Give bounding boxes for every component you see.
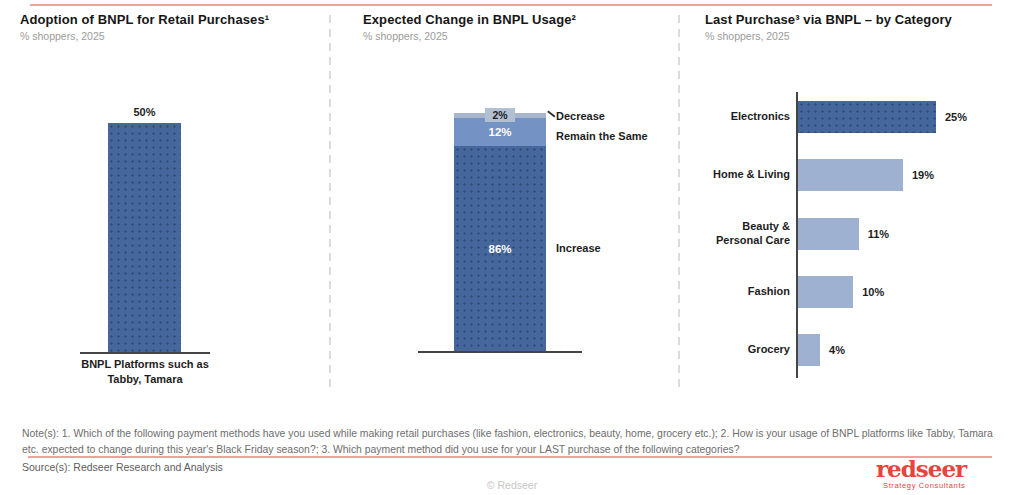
footnotes: Note(s): 1. Which of the following payme… xyxy=(22,426,1008,457)
bar-electronics xyxy=(798,101,936,133)
panel2-baseline xyxy=(418,351,582,353)
segment-decrease-value: 2% xyxy=(485,108,515,122)
segment-remain: 12% xyxy=(454,118,546,147)
legend-decrease: Decrease xyxy=(556,110,605,122)
panel1-baseline xyxy=(80,352,210,354)
panel1-title: Adoption of BNPL for Retail Purchases¹ xyxy=(20,12,269,27)
legend-increase: Increase xyxy=(556,242,601,254)
report-slide: Adoption of BNPL for Retail Purchases¹ %… xyxy=(0,0,1024,495)
redseer-logo: redseer xyxy=(876,456,966,481)
panel-divider-2 xyxy=(678,15,680,390)
value-label-beauty-personal-care: 11% xyxy=(868,218,889,250)
legend-remain: Remain the Same xyxy=(556,130,648,142)
decrease-leader-line xyxy=(547,110,555,117)
panel-divider-1 xyxy=(329,15,331,390)
source-text: Source(s): Redseer Research and Analysis xyxy=(22,461,223,473)
adoption-bar-value-label: 50% xyxy=(108,106,181,118)
value-label-grocery: 4% xyxy=(829,334,845,366)
usage-stacked-bar: 12% 86% xyxy=(454,113,546,351)
copyright-text: © Redseer xyxy=(0,479,1024,491)
category-label-electronics: Electronics xyxy=(695,101,790,133)
panel3-title: Last Purchase³ via BNPL – by Category xyxy=(705,12,952,27)
bar-home-living xyxy=(798,159,903,191)
adoption-bar-category-label: BNPL Platforms such as Tabby, Tamara xyxy=(63,357,227,387)
redseer-logo-tagline: Strategy Consultants xyxy=(883,481,966,490)
segment-remain-value: 12% xyxy=(488,126,511,138)
category-label-beauty-personal-care: Beauty & Personal Care xyxy=(695,218,790,250)
panel2-title: Expected Change in BNPL Usage² xyxy=(363,12,576,27)
segment-increase-value: 86% xyxy=(488,243,511,255)
top-accent-line xyxy=(30,4,992,6)
panel2-subtitle: % shoppers, 2025 xyxy=(363,30,448,42)
bar-fashion xyxy=(798,276,853,308)
value-label-fashion: 10% xyxy=(862,276,884,308)
footer-accent-line xyxy=(28,456,992,458)
panel3-subtitle: % shoppers, 2025 xyxy=(705,30,790,42)
bar-grocery xyxy=(798,334,820,366)
category-label-fashion: Fashion xyxy=(695,276,790,308)
adoption-bar xyxy=(108,123,181,352)
segment-increase: 86% xyxy=(454,146,546,351)
panel1-subtitle: % shoppers, 2025 xyxy=(20,30,105,42)
value-label-electronics: 25% xyxy=(945,101,967,133)
value-label-home-living: 19% xyxy=(912,159,934,191)
bar-beauty-personal-care xyxy=(798,218,859,250)
category-label-home-living: Home & Living xyxy=(695,159,790,191)
category-label-grocery: Grocery xyxy=(695,334,790,366)
